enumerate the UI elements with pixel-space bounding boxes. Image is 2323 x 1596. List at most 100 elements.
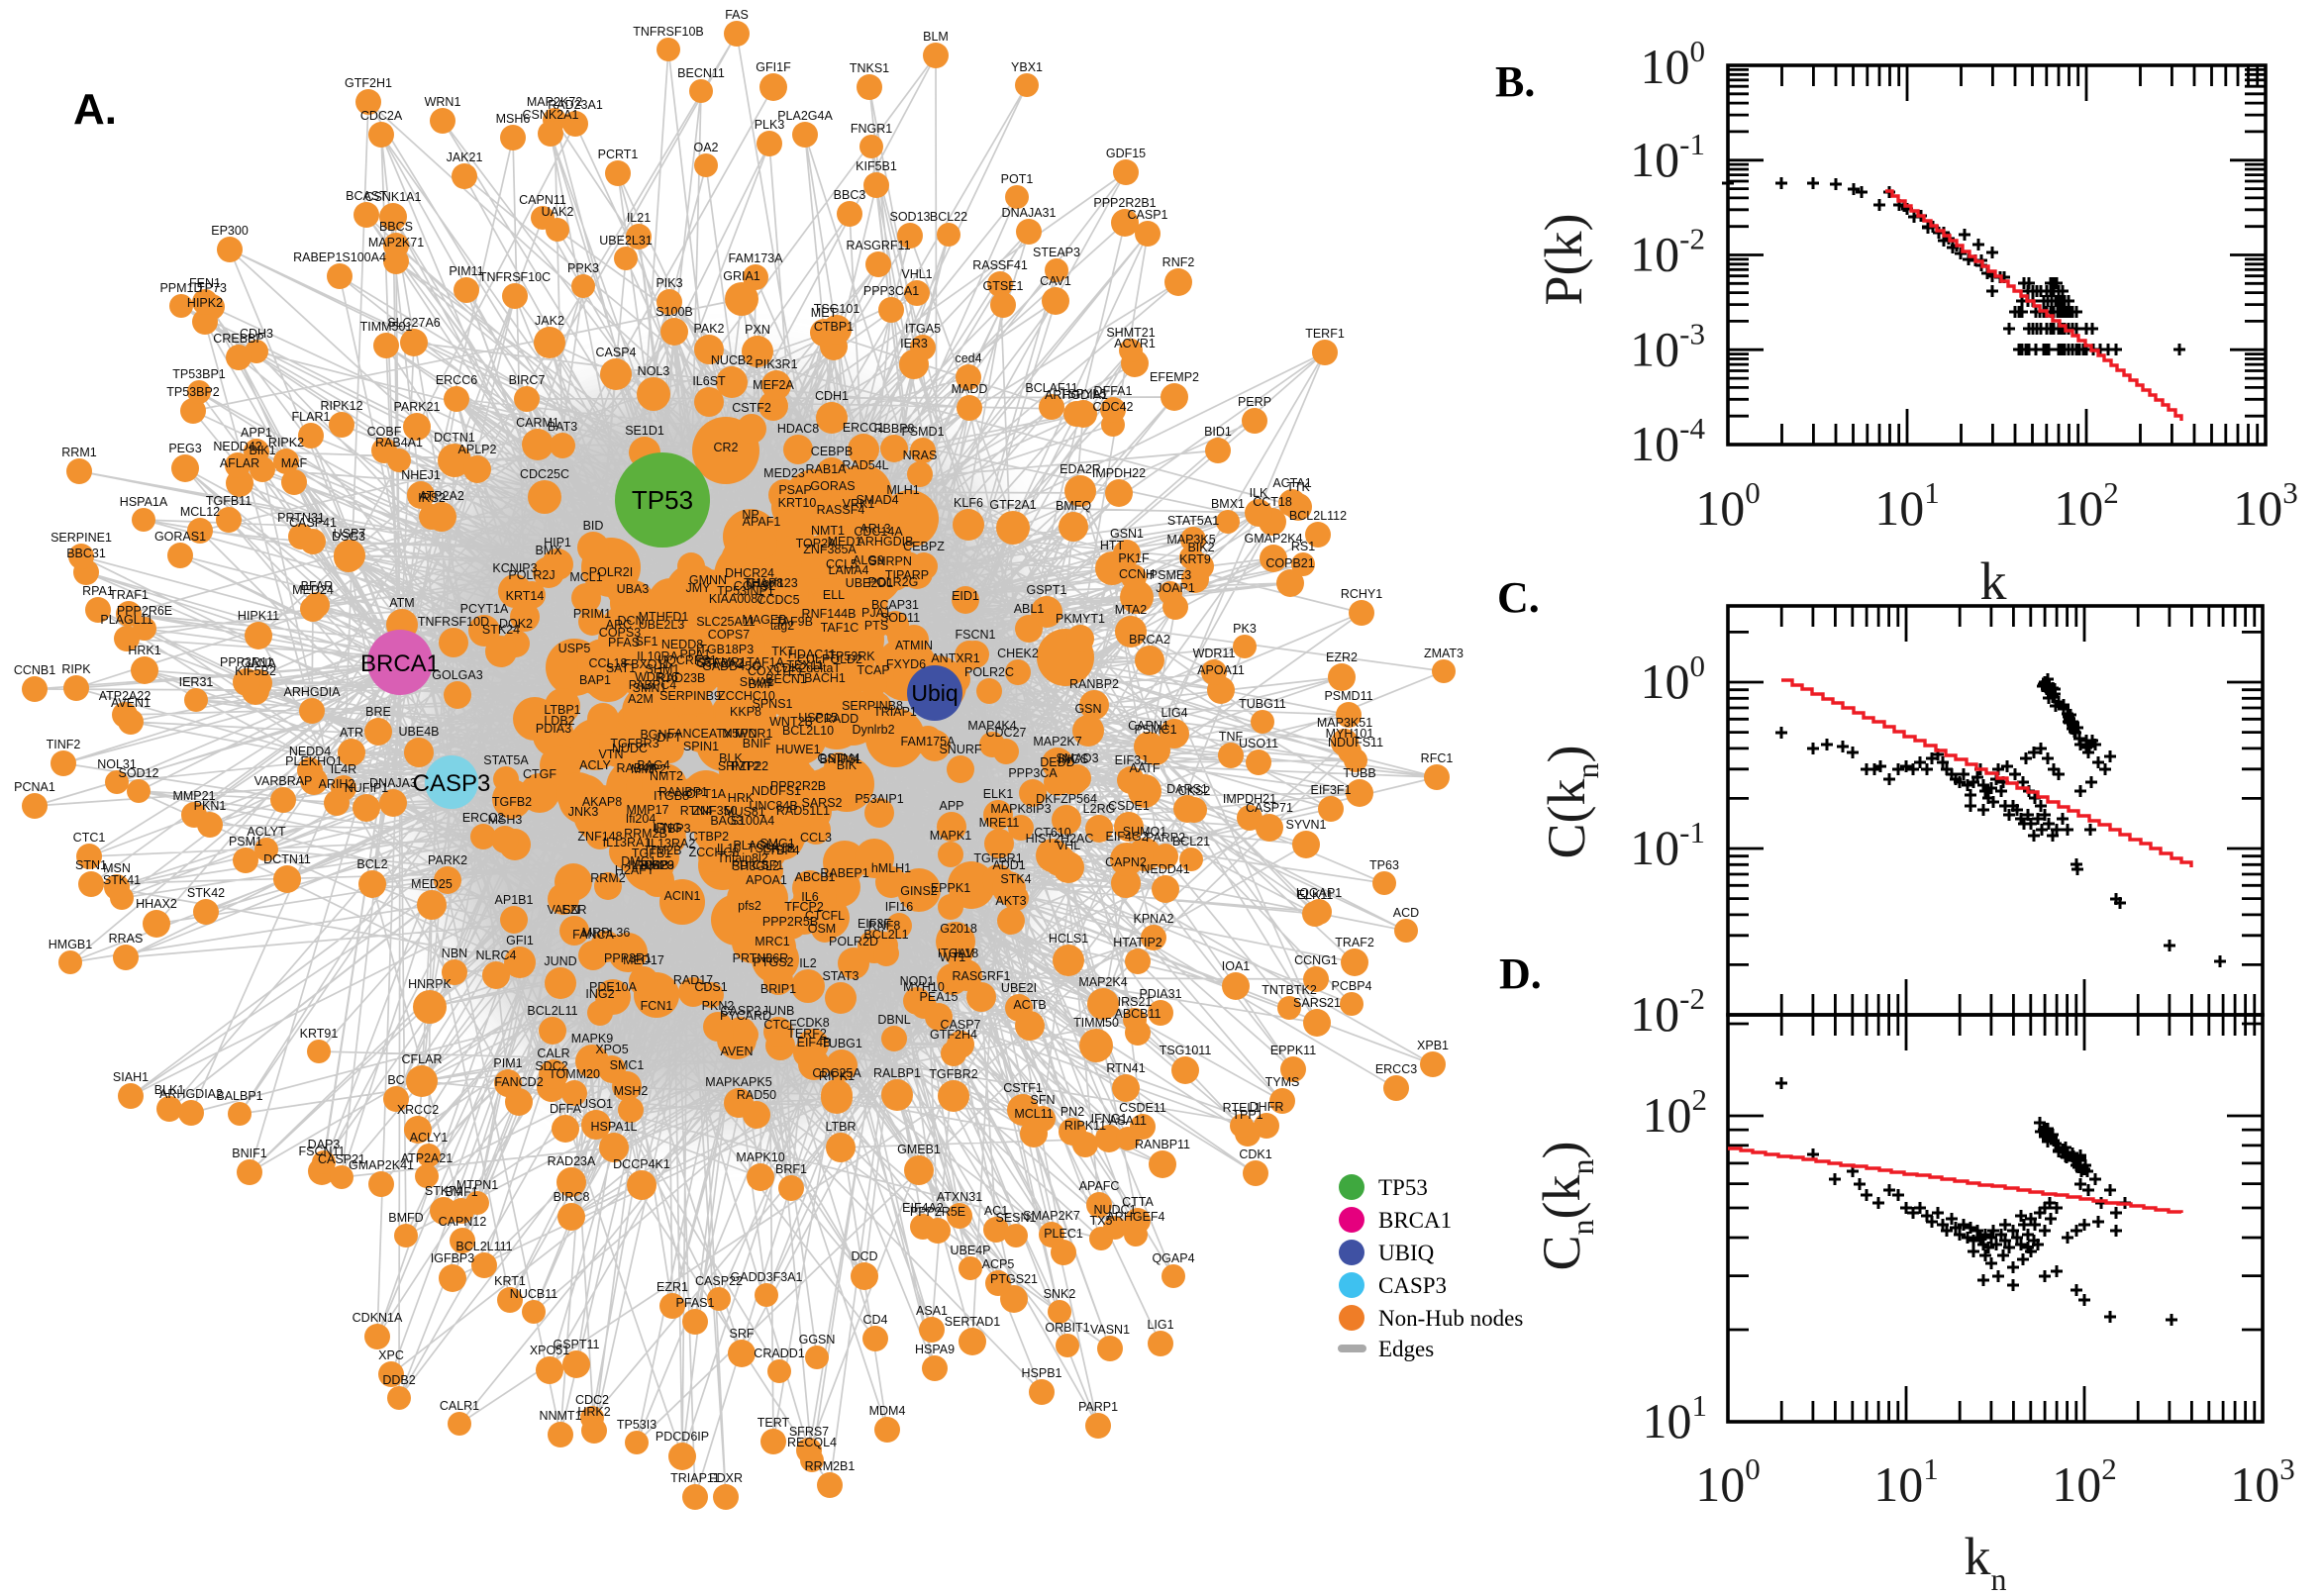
svg-text:SERPINB9: SERPINB9	[659, 689, 721, 703]
svg-text:MED23: MED23	[763, 466, 805, 480]
svg-text:ORBIT1: ORBIT1	[1045, 1321, 1089, 1335]
svg-text:DFFA: DFFA	[550, 1102, 582, 1116]
svg-text:FCN1: FCN1	[641, 999, 673, 1013]
svg-text:MSH3: MSH3	[488, 813, 523, 827]
svg-text:IL18: IL18	[955, 947, 978, 960]
svg-text:PABPC4: PABPC4	[629, 678, 676, 692]
svg-text:CDK1: CDK1	[1239, 1147, 1271, 1161]
svg-text:ATM: ATM	[389, 596, 414, 610]
svg-text:RPA1: RPA1	[82, 584, 114, 598]
svg-text:RECQL4: RECQL4	[787, 1436, 837, 1449]
svg-text:VARBRAP: VARBRAP	[254, 774, 313, 788]
svg-text:PYCARD: PYCARD	[720, 1009, 771, 1023]
svg-text:PDIA31: PDIA31	[1139, 987, 1181, 1001]
svg-text:ELK11: ELK11	[1297, 888, 1334, 902]
svg-text:PEA15: PEA15	[920, 990, 959, 1004]
svg-text:RNF8: RNF8	[868, 919, 901, 933]
svg-text:FSCN11: FSCN11	[298, 1145, 345, 1158]
svg-text:PPP3CA1: PPP3CA1	[863, 284, 919, 298]
svg-text:RIPK12: RIPK12	[320, 399, 362, 413]
svg-text:GSPT1: GSPT1	[1027, 583, 1067, 597]
svg-text:S100A4: S100A4	[731, 814, 775, 828]
svg-text:TP73: TP73	[197, 281, 227, 295]
svg-text:MAP2K4: MAP2K4	[1078, 975, 1127, 989]
svg-text:S100B: S100B	[656, 305, 693, 319]
svg-text:MSH6: MSH6	[496, 112, 531, 126]
svg-text:HCLS1: HCLS1	[1049, 932, 1088, 946]
svg-text:TSG101: TSG101	[814, 302, 860, 316]
svg-text:CCDC5: CCDC5	[757, 593, 799, 607]
svg-text:RNF144B: RNF144B	[802, 607, 857, 621]
svg-text:NMT2: NMT2	[650, 769, 683, 783]
svg-text:MEF2A: MEF2A	[753, 378, 794, 392]
svg-text:SNRPN: SNRPN	[868, 554, 912, 568]
svg-text:WT1: WT1	[940, 950, 965, 964]
svg-text:HIST2H2AC: HIST2H2AC	[1026, 832, 1094, 846]
svg-text:FANCA: FANCA	[572, 928, 614, 942]
svg-text:TERT: TERT	[758, 1416, 790, 1430]
svg-text:CD4: CD4	[862, 1313, 887, 1327]
svg-text:IL6ST: IL6ST	[692, 374, 726, 388]
svg-text:NNMT1: NNMT1	[539, 1409, 581, 1423]
svg-text:SARS2: SARS2	[802, 796, 843, 810]
svg-text:ERCC3: ERCC3	[1375, 1062, 1417, 1076]
svg-text:GDF15: GDF15	[1106, 147, 1146, 160]
svg-text:IL10RA: IL10RA	[637, 649, 678, 663]
svg-text:KPNA2: KPNA2	[1134, 912, 1174, 926]
svg-text:NDUFS11: NDUFS11	[1328, 736, 1383, 749]
svg-text:D.: D.	[1499, 949, 1542, 998]
svg-text:MAF: MAF	[281, 456, 308, 470]
svg-text:MYH10: MYH10	[903, 980, 945, 994]
svg-text:BIRC7: BIRC7	[509, 373, 546, 387]
svg-text:TP63: TP63	[1369, 858, 1399, 872]
svg-text:CAPN11: CAPN11	[519, 193, 566, 207]
svg-text:CDH3: CDH3	[240, 327, 273, 341]
svg-text:ARHGDIB: ARHGDIB	[858, 535, 914, 549]
svg-text:CPT1A: CPT1A	[686, 787, 727, 801]
svg-text:CDK2deltaT: CDK2deltaT	[773, 661, 841, 675]
svg-text:ASA1: ASA1	[916, 1304, 948, 1318]
svg-text:CTTA: CTTA	[1122, 1195, 1154, 1209]
svg-text:SMAP2K7: SMAP2K7	[1023, 1209, 1080, 1223]
svg-text:ABCB1: ABCB1	[795, 870, 836, 884]
svg-text:RANBP11: RANBP11	[1135, 1138, 1190, 1151]
svg-text:TP53I3: TP53I3	[617, 1418, 656, 1432]
svg-text:MLH1: MLH1	[886, 483, 919, 497]
svg-text:NEDD8: NEDD8	[661, 638, 703, 651]
svg-text:DCTN1: DCTN1	[434, 431, 475, 445]
svg-text:EIF3F: EIF3F	[858, 917, 891, 931]
svg-text:RTN41: RTN41	[1106, 1061, 1145, 1075]
svg-text:ACTA1: ACTA1	[1272, 476, 1311, 490]
svg-text:MCL11: MCL11	[1014, 1107, 1053, 1121]
svg-text:ZNF350: ZNF350	[692, 804, 737, 818]
svg-text:ARHGDIA1: ARHGDIA1	[1045, 388, 1108, 402]
svg-text:MAP2K71: MAP2K71	[368, 236, 424, 249]
svg-text:MAPKAPK5: MAPKAPK5	[705, 1075, 771, 1089]
svg-text:APOA1: APOA1	[746, 873, 787, 887]
svg-text:BRCA2: BRCA2	[1129, 633, 1170, 647]
svg-text:RAD17: RAD17	[673, 973, 713, 987]
svg-text:TOP2A: TOP2A	[796, 537, 837, 550]
svg-text:BBCS: BBCS	[379, 220, 413, 234]
svg-text:NLRC4: NLRC4	[476, 948, 517, 962]
svg-text:CEBPZ: CEBPZ	[903, 540, 945, 553]
svg-text:CDS1: CDS1	[694, 980, 727, 994]
svg-text:PLAGL1: PLAGL1	[733, 839, 779, 852]
svg-text:SUMO1: SUMO1	[1123, 825, 1167, 839]
svg-text:PPP3CA: PPP3CA	[1008, 766, 1058, 780]
svg-text:ATP2A2: ATP2A2	[419, 489, 464, 503]
svg-text:DCCP4K1: DCCP4K1	[613, 1157, 670, 1171]
svg-text:STAT5A1: STAT5A1	[1167, 514, 1219, 528]
svg-text:BCL2: BCL2	[356, 857, 387, 871]
svg-text:EDA2R: EDA2R	[1060, 462, 1101, 476]
svg-text:FANCD2: FANCD2	[494, 1075, 543, 1089]
svg-text:HDAC11: HDAC11	[788, 648, 836, 661]
svg-text:IER3: IER3	[900, 337, 928, 350]
svg-text:TP53BP1: TP53BP1	[172, 367, 226, 381]
svg-text:BID: BID	[583, 519, 604, 533]
svg-text:CTBP2: CTBP2	[689, 830, 729, 844]
svg-text:ABL1: ABL1	[1014, 602, 1045, 616]
svg-text:Edges: Edges	[1378, 1337, 1434, 1361]
svg-text:PAK2: PAK2	[693, 322, 724, 336]
svg-text:FEN1: FEN1	[189, 276, 221, 290]
